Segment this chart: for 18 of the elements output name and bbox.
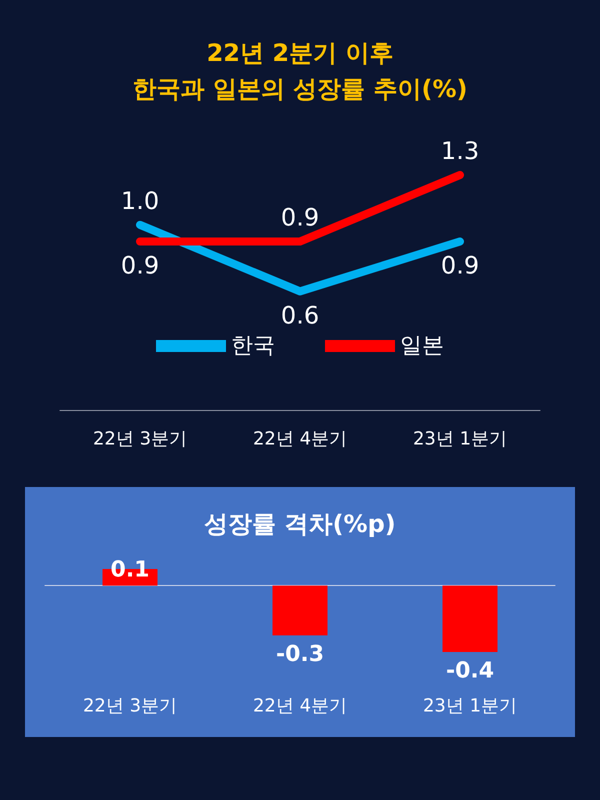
data-label: 0.9 [280, 204, 320, 232]
x-tick-label: 23년 1분기 [422, 696, 518, 716]
data-label: 1.3 [440, 137, 480, 165]
x-tick-label: 22년 3분기 [92, 428, 188, 450]
legend-label: 한국 [231, 334, 275, 358]
chart-title: 성장률 격차(%p) [204, 510, 396, 538]
data-label: 0.6 [280, 301, 320, 330]
x-tick-label: 22년 4분기 [252, 428, 348, 450]
data-label: 0.9 [440, 252, 480, 280]
data-label: 0.9 [120, 252, 160, 280]
chart-title: 22년 2분기 이후 한국과 일본의 성장률 추이(%) [132, 39, 468, 103]
data-label: 1.0 [120, 186, 160, 215]
x-tick-label: 23년 1분기 [412, 428, 508, 450]
data-label: -0.4 [446, 658, 494, 684]
data-label: -0.3 [276, 642, 324, 667]
legend-label: 일본 [400, 334, 444, 358]
x-tick-label: 22년 4분기 [252, 696, 348, 716]
x-tick-label: 22년 3분기 [82, 696, 178, 716]
